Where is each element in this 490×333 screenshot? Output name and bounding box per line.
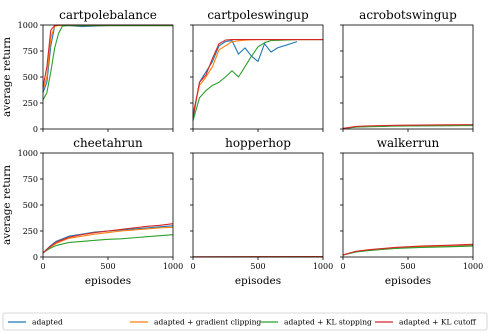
subplot-walkerrun: walkerrun 0 500 1000 episodes: [340, 136, 483, 287]
legend-label: adapted + KL cutoff: [399, 318, 476, 327]
series-line-adapted_grad_clip: [42, 24, 173, 90]
legend-item-adapted: adapted: [8, 318, 63, 327]
series-line-adapted_kl_stop: [192, 39, 323, 121]
y-tick-label: 250: [23, 227, 38, 236]
series-line-adapted_kl_stop: [42, 24, 173, 101]
legend-item-adapted_grad_clip: adapted + gradient clipping: [130, 318, 261, 327]
x-tick-label: 500: [400, 262, 415, 271]
subplot-hopperhop: hopperhop 0 500 1000 episodes: [190, 136, 333, 287]
axes-frame: [192, 24, 324, 130]
y-axis-label: average return: [1, 165, 13, 245]
x-axis-label: episodes: [235, 275, 281, 287]
subplot-cartpolebalance: cartpolebalance 0 250 500 750 1000 average ret…: [1, 8, 174, 134]
legend-label: adapted + gradient clipping: [154, 318, 261, 327]
series-line-adapted_kl_stop: [342, 125, 474, 130]
series-line-adapted_kl_cutoff: [42, 24, 173, 88]
subplot-acrobotswingup: acrobotswingup: [340, 8, 474, 132]
subplot-title: walkerrun: [377, 136, 440, 150]
y-tick-label: 0: [33, 253, 38, 262]
subplot-title: acrobotswingup: [359, 8, 457, 22]
series-line-adapted_kl_stop: [42, 234, 174, 254]
x-tick-label: 1000: [313, 262, 333, 271]
legend: adapted adapted + gradient clipping adapte…: [2, 312, 488, 331]
y-axis-label: average return: [1, 37, 13, 117]
axes-frame: [342, 24, 474, 130]
y-tick-label: 500: [23, 73, 38, 82]
x-tick-label: 1000: [463, 262, 483, 271]
subplot-title: cartpolebalance: [59, 8, 157, 22]
series-line-adapted_kl_cutoff: [342, 124, 474, 130]
y-tick-label: 0: [33, 125, 38, 134]
y-tick-label: 750: [23, 175, 38, 184]
y-tick-label: 250: [23, 99, 38, 108]
y-tick-label: 500: [23, 201, 38, 210]
subplot-cheetahrun: cheetahrun 0 500 1000 0 250 500 750 1000 average …: [1, 136, 183, 287]
legend-box: [2, 312, 488, 331]
series-line-adapted_kl_cutoff: [42, 223, 174, 254]
x-tick-label: 500: [250, 262, 265, 271]
y-tick-label: 1000: [18, 21, 38, 30]
subplot-grid: cartpolebalance 0 250 500 750 1000 average ret…: [1, 8, 483, 287]
series-line-adapted: [192, 40, 298, 119]
axes-frame: [342, 152, 474, 258]
axes-frame: [42, 24, 174, 130]
y-tick-label: 750: [23, 47, 38, 56]
series-line-adapted_grad_clip: [42, 226, 174, 254]
subplot-cartpoleswingup: cartpoleswingup: [190, 8, 324, 132]
y-tick-label: 1000: [18, 149, 38, 158]
legend-label: adapted: [32, 318, 63, 327]
legend-label: adapted + KL stopping: [284, 318, 372, 327]
subplot-title: cheetahrun: [73, 136, 143, 150]
x-tick-label: 0: [190, 262, 195, 271]
series-line-adapted_grad_clip: [192, 39, 323, 114]
x-tick-label: 1000: [163, 262, 183, 271]
series-line-adapted_kl_cutoff: [192, 39, 323, 117]
legend-item-adapted_kl_stop: adapted + KL stopping: [260, 318, 372, 327]
x-axis-label: episodes: [385, 275, 431, 287]
series-line-adapted_kl_stop: [342, 245, 474, 256]
axes-frame: [192, 152, 324, 258]
series-line-adapted: [42, 24, 173, 93]
subplot-title: hopperhop: [225, 136, 291, 150]
x-tick-label: 500: [100, 262, 115, 271]
subplot-title: cartpoleswingup: [207, 8, 309, 22]
series-line-adapted_kl_cutoff: [342, 243, 474, 256]
x-axis-label: episodes: [85, 275, 131, 287]
legend-item-adapted_kl_cutoff: adapted + KL cutoff: [375, 318, 476, 327]
x-tick-label: 0: [340, 262, 345, 271]
x-tick-label: 0: [40, 262, 45, 271]
